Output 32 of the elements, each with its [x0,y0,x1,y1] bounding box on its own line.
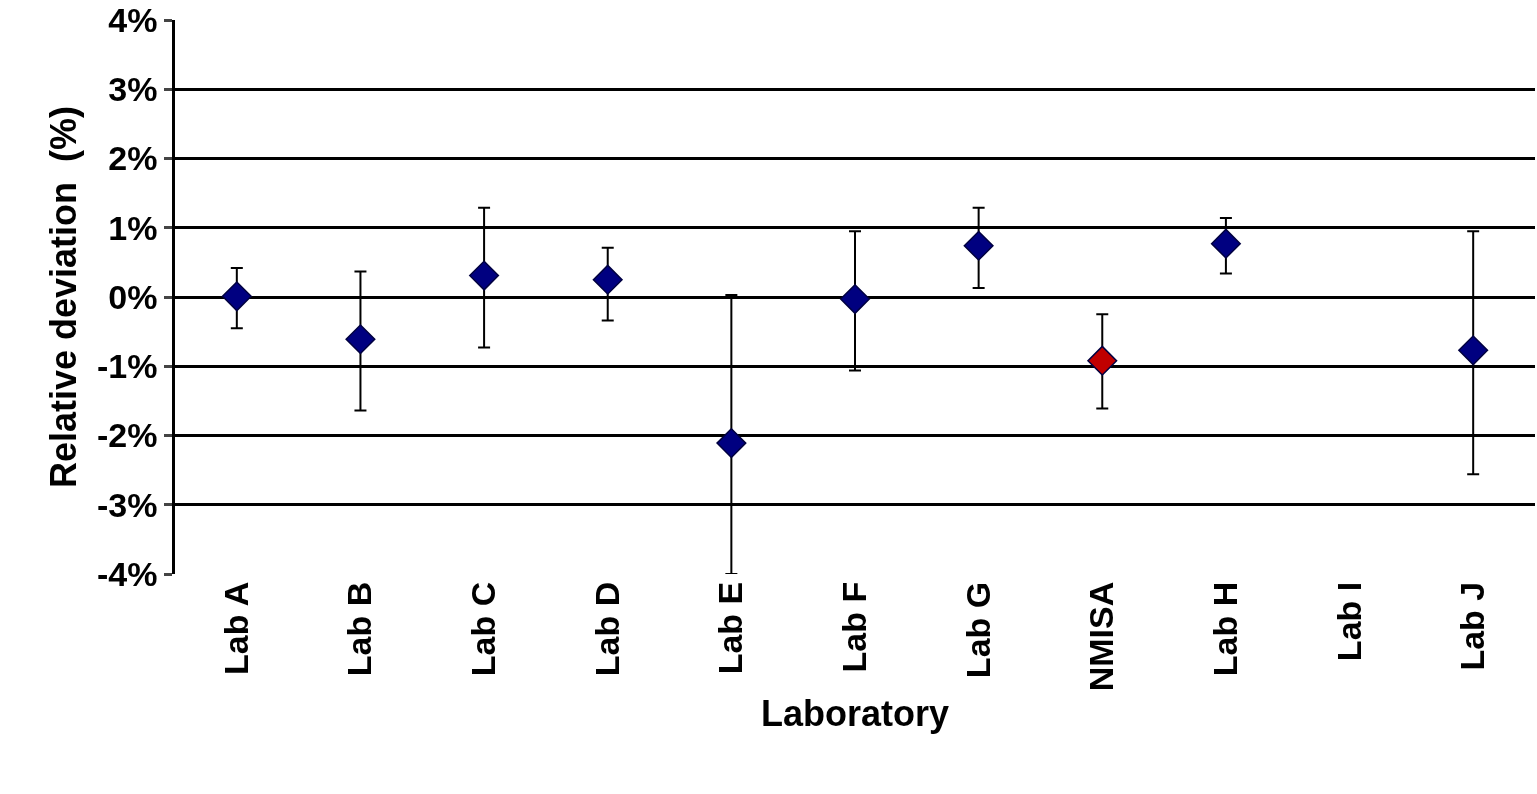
y-tick-label: 3% [108,70,158,109]
x-axis-title: Laboratory [760,693,950,735]
point [1210,228,1241,259]
point [1087,345,1118,376]
y-tick-label: 4% [108,0,158,39]
y-tick-label: -1% [96,347,158,386]
y-tick-label: -2% [96,416,158,455]
point [221,281,252,312]
point [592,264,623,295]
x-tick-label: Lab E [711,581,750,675]
point [963,230,994,261]
y-tick-label: 2% [108,139,158,178]
x-tick-label: NMISA [1082,581,1121,692]
x-tick-label: Lab G [958,581,997,679]
x-tick-label: Lab F [835,581,874,673]
point [469,260,500,291]
x-tick-label: Lab B [340,581,379,677]
point [716,428,747,459]
x-tick-label: Lab C [464,581,503,677]
x-tick-label: Lab J [1453,581,1492,671]
x-tick-label: Lab D [587,581,626,677]
point [1458,335,1489,366]
y-axis-title: Relative deviation (%) [42,105,84,489]
y-tick-label: 1% [108,208,158,247]
y-tick-label: 0% [108,277,158,316]
point [839,284,871,315]
point [345,324,376,355]
y-tick-label: -3% [96,485,158,524]
x-tick-label: Lab H [1205,581,1244,677]
y-tick-label: -4% [96,554,158,593]
x-tick-label: Lab I [1329,581,1368,662]
x-tick-label: Lab A [216,581,255,675]
